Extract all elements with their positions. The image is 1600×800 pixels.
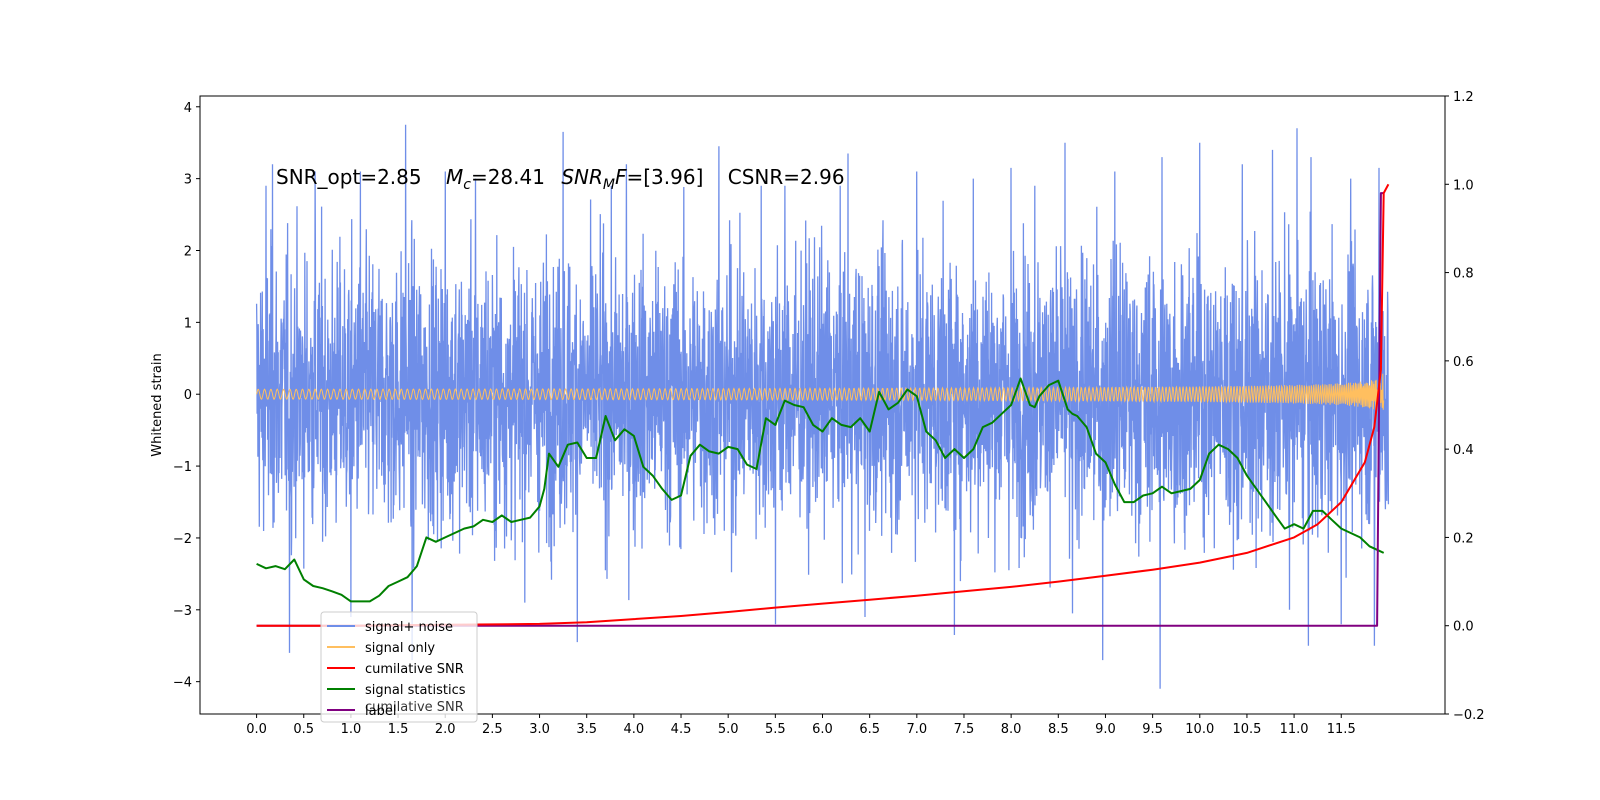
- legend-label: signal only: [365, 641, 435, 656]
- chart-annotation: SNR_opt=2.85 Mc=28.41 SNRMF=[3.96] CSNR=…: [276, 165, 845, 193]
- x-tick-label: 1.5: [388, 722, 409, 737]
- x-tick-label: 6.5: [859, 722, 880, 737]
- x-tick-label: 0.5: [293, 722, 314, 737]
- y-right-tick-label: 1.2: [1453, 90, 1474, 105]
- x-tick-label: 11.5: [1327, 722, 1356, 737]
- x-tick-label: 8.0: [1001, 722, 1022, 737]
- csnr-text: CSNR=2.96: [728, 165, 845, 189]
- x-tick-label: 9.0: [1095, 722, 1116, 737]
- x-tick-label: 8.5: [1048, 722, 1069, 737]
- legend-label: signal statistics: [365, 683, 466, 698]
- legend-box: [320, 611, 478, 723]
- x-tick-label: 3.0: [529, 722, 550, 737]
- x-tick-label: 2.5: [482, 722, 503, 737]
- legend-label: cumilative SNR: [365, 662, 464, 677]
- signal-statistics-line: [256, 377, 1385, 603]
- x-tick-label: 4.0: [624, 722, 645, 737]
- y-left-tick-label: −2: [173, 532, 192, 547]
- y-right-tick-label: −0.2: [1453, 708, 1485, 723]
- y-right-tick-label: 1.0: [1453, 178, 1474, 193]
- y-axis-label: Whitened strain: [150, 353, 165, 456]
- legend-hidden-entry: cumilative SNR: [365, 700, 464, 715]
- mc-value: =28.41: [471, 165, 545, 189]
- snrmf-symbol: SNR: [561, 165, 603, 189]
- plot-frame: [199, 95, 1446, 715]
- legend-label: signal+ noise: [365, 620, 453, 635]
- x-tick-label: 5.0: [718, 722, 739, 737]
- mc-subscript: c: [463, 177, 471, 193]
- signal-only-line: [256, 373, 1385, 411]
- x-tick-label: 9.5: [1142, 722, 1163, 737]
- y-left-tick-label: 0: [184, 388, 192, 403]
- x-tick-label: 6.0: [812, 722, 833, 737]
- y-right-tick-label: 0.4: [1453, 443, 1474, 458]
- x-tick-label: 10.0: [1185, 722, 1214, 737]
- snrmf-subscript: M: [603, 177, 615, 193]
- mc-symbol: M: [446, 165, 463, 189]
- y-left-tick-label: 4: [184, 101, 192, 116]
- y-left-tick-label: 1: [184, 316, 192, 331]
- snrmf-value: =[3.96]: [627, 165, 704, 189]
- x-tick-label: 7.0: [906, 722, 927, 737]
- snr-opt-text: SNR_opt=2.85: [276, 165, 422, 189]
- y-left-tick-label: −1: [173, 460, 192, 475]
- x-tick-label: 0.0: [246, 722, 267, 737]
- x-tick-label: 3.5: [576, 722, 597, 737]
- plot-layer: [255, 124, 1390, 689]
- signal-noise-line: [255, 124, 1390, 689]
- x-tick-label: 7.5: [954, 722, 975, 737]
- legend: cumilative SNR signal+ noise signal only c…: [320, 611, 478, 723]
- y-left-tick-label: 3: [184, 173, 192, 188]
- x-tick-label: 5.5: [765, 722, 786, 737]
- label-line: [256, 192, 1384, 627]
- y-left-tick-label: −4: [173, 676, 192, 691]
- x-tick-label: 4.5: [671, 722, 692, 737]
- y-right-tick-label: 0.2: [1453, 531, 1474, 546]
- y-right-tick-label: 0.6: [1453, 355, 1474, 370]
- y-right-tick-label: 0.0: [1453, 620, 1474, 635]
- x-tick-label: 10.5: [1232, 722, 1261, 737]
- y-left-tick-label: −3: [173, 604, 192, 619]
- x-tick-label: 1.0: [341, 722, 362, 737]
- x-tick-label: 11.0: [1280, 722, 1309, 737]
- axis-layer: 0.0 0.5 1.0 1.5 2.0 2.5 3.0 3.5 4.0 4.5 5.0 5.5 6.0 6…: [173, 90, 1485, 737]
- y-right-tick-label: 0.8: [1453, 267, 1474, 282]
- x-tick-label: 2.0: [435, 722, 456, 737]
- legend-label: label: [365, 704, 396, 719]
- y-left-tick-label: 2: [184, 245, 192, 260]
- cumulative-snr-line: [256, 183, 1390, 627]
- snrmf-tail: F: [615, 165, 627, 189]
